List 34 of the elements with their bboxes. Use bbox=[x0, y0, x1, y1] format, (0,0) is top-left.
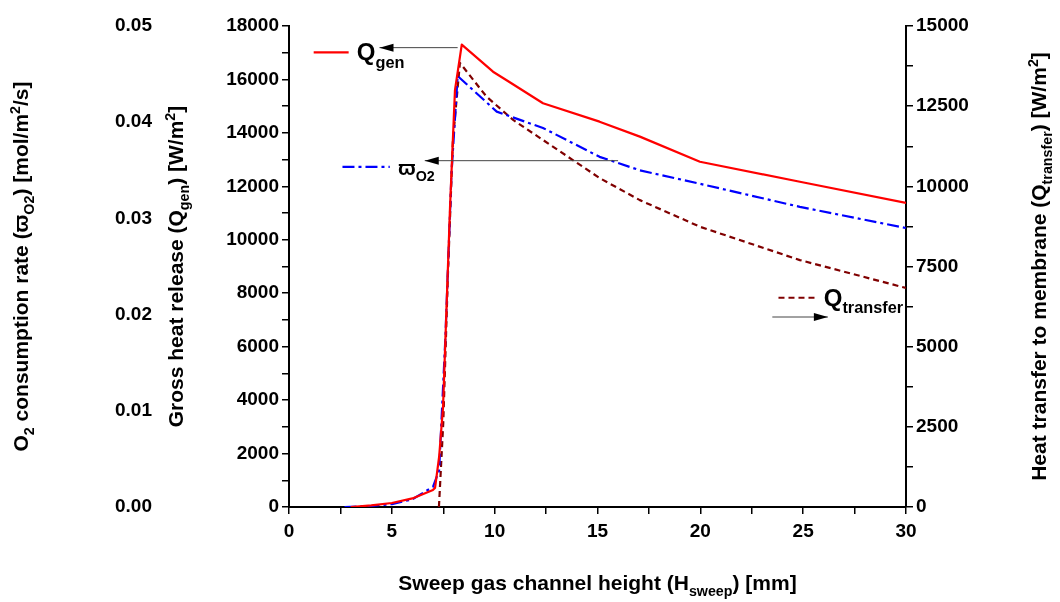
y3-tick-label: 0.02 bbox=[115, 302, 152, 324]
y-tick-label: 18000 bbox=[226, 14, 279, 36]
y-tick-label: 0 bbox=[268, 495, 279, 517]
y-tick-label: 8000 bbox=[236, 281, 279, 303]
y-tick-label: 6000 bbox=[236, 334, 279, 356]
y3-tick-label: 0.03 bbox=[115, 206, 152, 228]
y-tick-label: 14000 bbox=[226, 121, 279, 143]
y-tick-label: 10000 bbox=[226, 228, 279, 250]
y-tick-label: 16000 bbox=[226, 67, 279, 89]
y-tick-label: 2000 bbox=[236, 441, 279, 463]
x-tick-label: 10 bbox=[484, 519, 506, 541]
x-tick-label: 20 bbox=[689, 519, 711, 541]
y2-tick-label: 2500 bbox=[916, 415, 959, 437]
y3-tick-label: 0.05 bbox=[115, 14, 153, 36]
y2-tick-label: 7500 bbox=[916, 254, 959, 276]
y2-tick-label: 5000 bbox=[916, 334, 959, 356]
y-tick-label: 4000 bbox=[236, 388, 279, 410]
x-tick-label: 0 bbox=[283, 519, 295, 541]
y2-tick-label: 0 bbox=[916, 495, 927, 517]
y2-tick-label: 10000 bbox=[916, 174, 969, 196]
y2-tick-label: 15000 bbox=[916, 14, 969, 36]
y3-tick-label: 0.01 bbox=[115, 399, 153, 421]
line-series bbox=[437, 61, 906, 507]
y3-tick-label: 0.04 bbox=[115, 110, 153, 132]
y2-axis-title: Heat transfer to membrane (Qtransfer) [W/m2] bbox=[1024, 52, 1056, 481]
y2-tick-label: 12500 bbox=[916, 94, 969, 116]
y3-axis-title: O2 consumption rate (ϖO2) [mol/m2/s] bbox=[6, 81, 38, 452]
x-tick-label: 25 bbox=[792, 519, 815, 541]
y-axis-title: Gross heat release (Qgen) [W/m2] bbox=[161, 105, 193, 428]
x-tick-label: 15 bbox=[586, 519, 609, 541]
y3-tick-label: 0.00 bbox=[115, 495, 152, 517]
y-tick-label: 12000 bbox=[226, 174, 279, 196]
x-tick-label: 30 bbox=[895, 519, 917, 541]
x-tick-label: 5 bbox=[386, 519, 398, 541]
